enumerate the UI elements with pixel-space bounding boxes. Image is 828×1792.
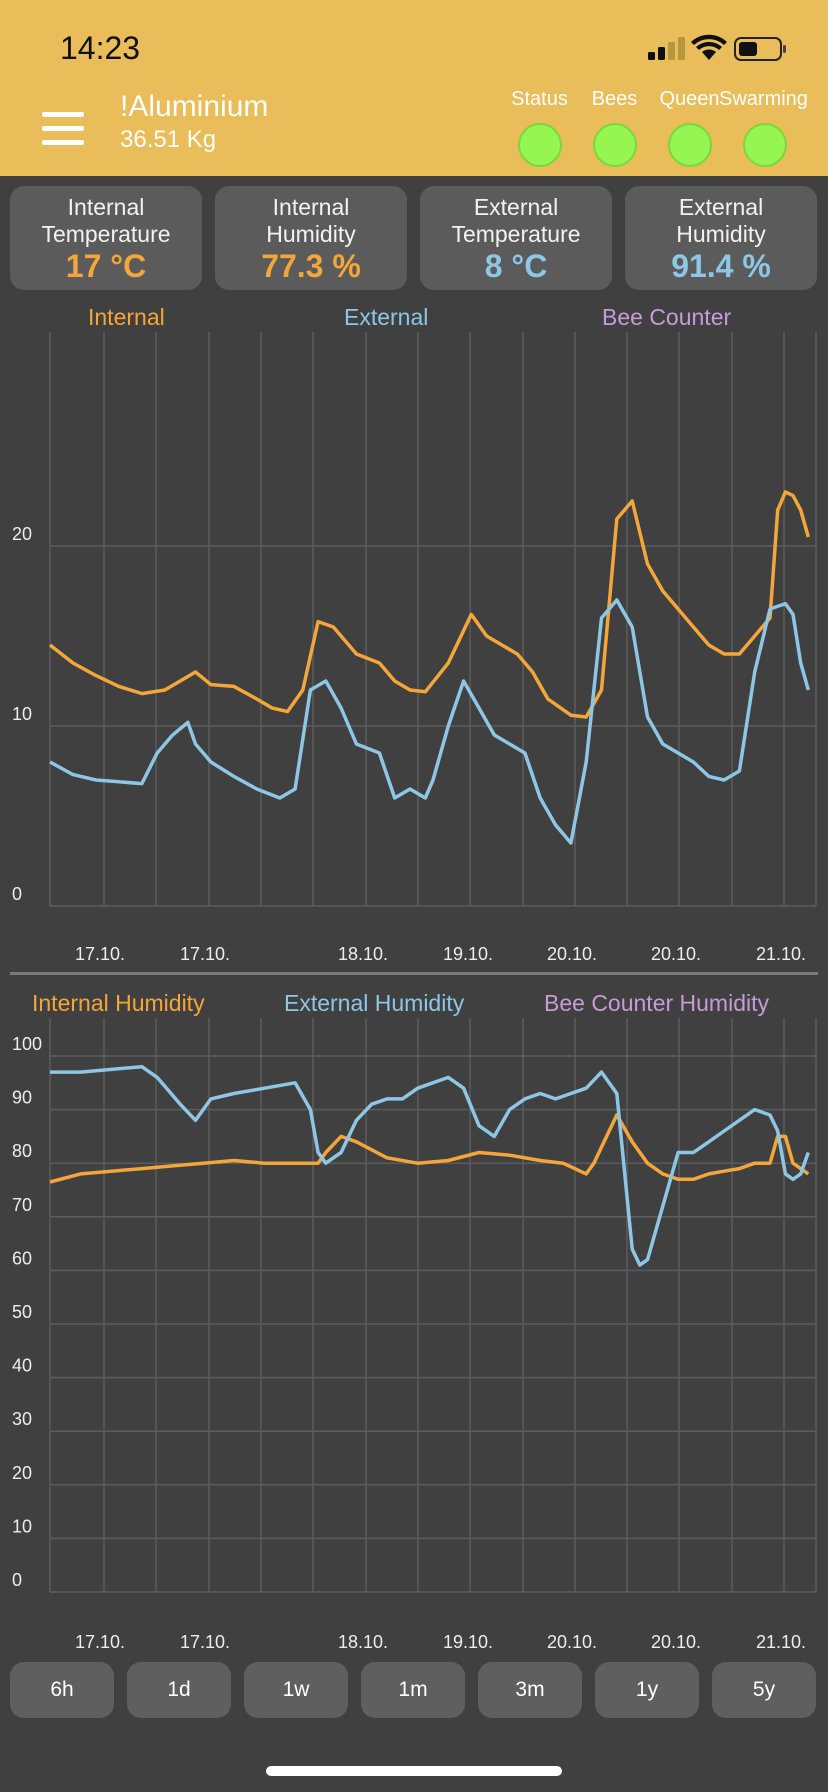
tile-value: 8 °C <box>484 248 548 284</box>
legend-internal-humidity[interactable]: Internal Humidity <box>32 990 205 1016</box>
x-tick-label: 19.10. <box>443 1632 493 1652</box>
x-tick-label: 20.10. <box>651 944 701 964</box>
indicator-status[interactable]: Status <box>502 88 577 167</box>
tile-label: Internal Temperature <box>41 194 171 247</box>
wifi-icon <box>691 34 727 60</box>
indicator-swarming-label: Swarming <box>719 88 807 110</box>
x-tick-label: 19.10. <box>443 944 493 964</box>
series-line-external-humidity <box>50 1064 810 1267</box>
header-bar: 14:23 !Aluminium 36.51 Kg Status Bees <box>0 0 828 176</box>
queen-dot-icon <box>667 123 712 167</box>
hamburger-menu-icon[interactable] <box>42 112 84 146</box>
range-1w-button[interactable]: 1w <box>244 1662 348 1718</box>
x-tick-label: 21.10. <box>756 944 806 964</box>
battery-icon <box>734 37 786 61</box>
range-6h-button[interactable]: 6h <box>10 1662 114 1718</box>
indicator-bees-label: Bees <box>591 88 638 110</box>
y-tick-label: 90 <box>12 1088 32 1108</box>
status-icons <box>648 34 786 61</box>
series-line-external <box>49 598 810 845</box>
tile-value: 91.4 % <box>671 248 771 284</box>
range-1d-button[interactable]: 1d <box>127 1662 231 1718</box>
range-1y-button[interactable]: 1y <box>595 1662 699 1718</box>
y-tick-label: 40 <box>12 1356 32 1376</box>
y-tick-label: 10 <box>12 704 32 724</box>
tile-label: External Humidity <box>676 194 766 247</box>
bees-dot-icon <box>592 123 637 167</box>
y-tick-label: 80 <box>12 1141 32 1161</box>
y-tick-label: 30 <box>12 1409 32 1429</box>
humidity-chart[interactable]: Internal Humidity External Humidity Bee … <box>0 982 828 1654</box>
x-tick-label: 18.10. <box>338 1632 388 1652</box>
tile-external-humidity[interactable]: External Humidity 91.4 % <box>625 186 817 290</box>
x-tick-label: 20.10. <box>547 1632 597 1652</box>
y-tick-label: 50 <box>12 1302 32 1322</box>
x-tick-label: 20.10. <box>547 944 597 964</box>
y-tick-label: 60 <box>12 1248 32 1268</box>
tile-internal-temperature[interactable]: Internal Temperature 17 °C <box>10 186 202 290</box>
y-tick-label: 70 <box>12 1195 32 1215</box>
range-1m-button[interactable]: 1m <box>361 1662 465 1718</box>
x-tick-label: 17.10. <box>75 1632 125 1652</box>
hive-name: !Aluminium <box>120 90 269 123</box>
sensor-tiles: Internal Temperature 17 °C Internal Humidi… <box>10 186 818 290</box>
indicator-queen[interactable]: Queen <box>652 88 727 167</box>
tile-value: 77.3 % <box>261 248 361 284</box>
x-tick-label: 17.10. <box>180 1632 230 1652</box>
y-tick-label: 100 <box>12 1034 42 1054</box>
range-5y-button[interactable]: 5y <box>712 1662 816 1718</box>
cellular-signal-icon <box>648 37 685 60</box>
range-3m-button[interactable]: 3m <box>478 1662 582 1718</box>
x-tick-label: 20.10. <box>651 1632 701 1652</box>
tile-external-temperature[interactable]: External Temperature 8 °C <box>420 186 612 290</box>
x-tick-label: 17.10. <box>75 944 125 964</box>
y-tick-label: 10 <box>12 1516 32 1536</box>
swarming-dot-icon <box>742 123 787 167</box>
tile-internal-humidity[interactable]: Internal Humidity 77.3 % <box>215 186 407 290</box>
tile-label: External Temperature <box>451 194 581 247</box>
legend-external-humidity[interactable]: External Humidity <box>284 990 465 1016</box>
legend-internal[interactable]: Internal <box>88 304 165 330</box>
status-dot-icon <box>517 123 562 167</box>
tile-value: 17 °C <box>65 248 147 284</box>
legend-bee-counter-humidity[interactable]: Bee Counter Humidity <box>544 990 769 1016</box>
humidity-chart-plot: 0 10 20 30 40 50 60 70 80 90 100 17.10. 17.10. 18.10.… <box>12 1018 817 1652</box>
series-line-internal-humidity <box>49 1113 810 1184</box>
home-indicator <box>266 1766 562 1776</box>
status-time: 14:23 <box>60 30 141 66</box>
chart-divider <box>10 972 818 975</box>
x-tick-label: 17.10. <box>180 944 230 964</box>
indicator-swarming[interactable]: Swarming <box>719 88 807 167</box>
y-tick-label: 0 <box>12 1570 22 1590</box>
legend-external[interactable]: External <box>344 304 429 330</box>
indicator-status-label: Status <box>511 88 568 110</box>
series-line-internal <box>48 490 810 719</box>
indicator-bees[interactable]: Bees <box>577 88 652 167</box>
x-tick-label: 21.10. <box>756 1632 806 1652</box>
temperature-chart[interactable]: Internal External Bee Counter 0 10 20 17.10… <box>0 296 828 966</box>
y-tick-label: 20 <box>12 524 32 544</box>
y-tick-label: 20 <box>12 1463 32 1483</box>
hive-weight: 36.51 Kg <box>120 126 217 153</box>
tile-label: Internal Humidity <box>266 194 356 247</box>
legend-bee-counter[interactable]: Bee Counter <box>602 304 732 330</box>
indicator-queen-label: Queen <box>659 88 720 110</box>
time-range-selector: 6h 1d 1w 1m 3m 1y 5y <box>10 1662 818 1720</box>
hive-indicators: Status Bees Queen Swarming <box>500 88 828 168</box>
x-tick-label: 18.10. <box>338 944 388 964</box>
temperature-chart-plot: 0 10 20 17.10. 17.10. 18.10. 19.10. 20.10. 20.10… <box>12 332 817 964</box>
y-tick-label: 0 <box>12 884 22 904</box>
